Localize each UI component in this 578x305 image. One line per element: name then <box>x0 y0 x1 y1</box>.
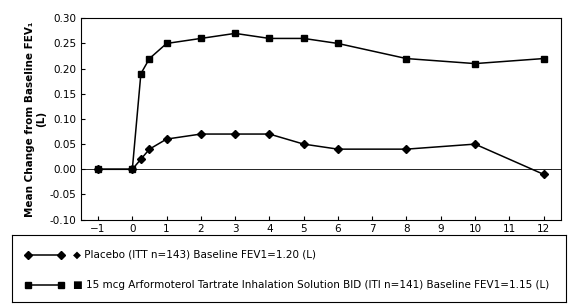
Text: ■ 15 mcg Arformoterol Tartrate Inhalation Solution BID (ITI n=141) Baseline FEV1: ■ 15 mcg Arformoterol Tartrate Inhalatio… <box>73 280 549 290</box>
X-axis label: Hours Postdose: Hours Postdose <box>269 239 373 252</box>
Text: ◆ Placebo (ITT n=143) Baseline FEV1=1.20 (L): ◆ Placebo (ITT n=143) Baseline FEV1=1.20… <box>73 250 316 260</box>
Y-axis label: Mean Change from Baseline FEV₁
(L): Mean Change from Baseline FEV₁ (L) <box>25 21 47 217</box>
